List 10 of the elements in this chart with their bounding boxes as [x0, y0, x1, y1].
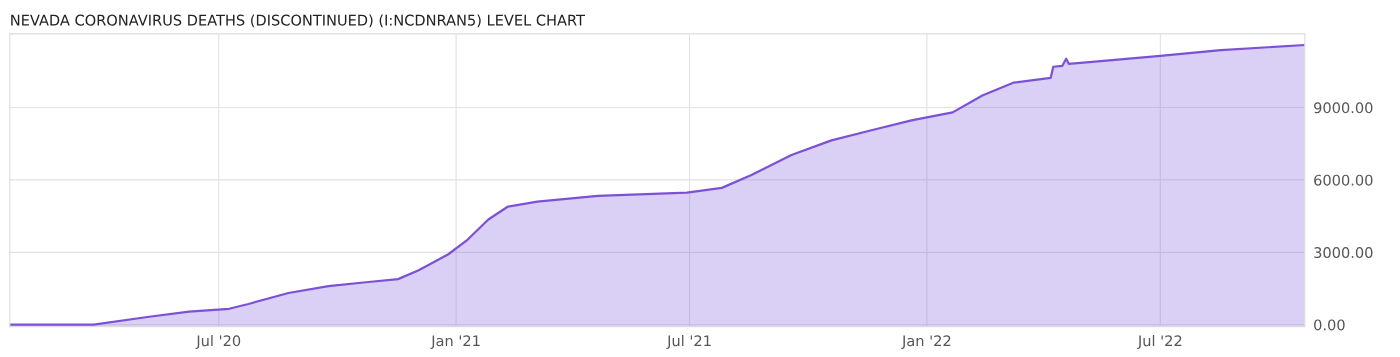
- y-tick-label: 9000.00: [1314, 102, 1373, 114]
- x-tick-label: Jan '22: [901, 335, 951, 349]
- x-tick-label: Jul '21: [666, 334, 711, 349]
- x-tick-label: Jul '22: [1137, 334, 1182, 349]
- x-tick-label: Jan '21: [430, 335, 480, 349]
- chart-title: NEVADA CORONAVIRUS DEATHS (DISCONTINUED) (I:NCDNRAN5) LEVEL CHART: [11, 14, 586, 28]
- y-tick-label: 6000.00: [1314, 174, 1373, 186]
- y-tick-label: 3000.00: [1314, 247, 1373, 259]
- x-tick-label: Jul '20: [195, 334, 241, 349]
- y-tick-label: 0.00: [1314, 319, 1345, 331]
